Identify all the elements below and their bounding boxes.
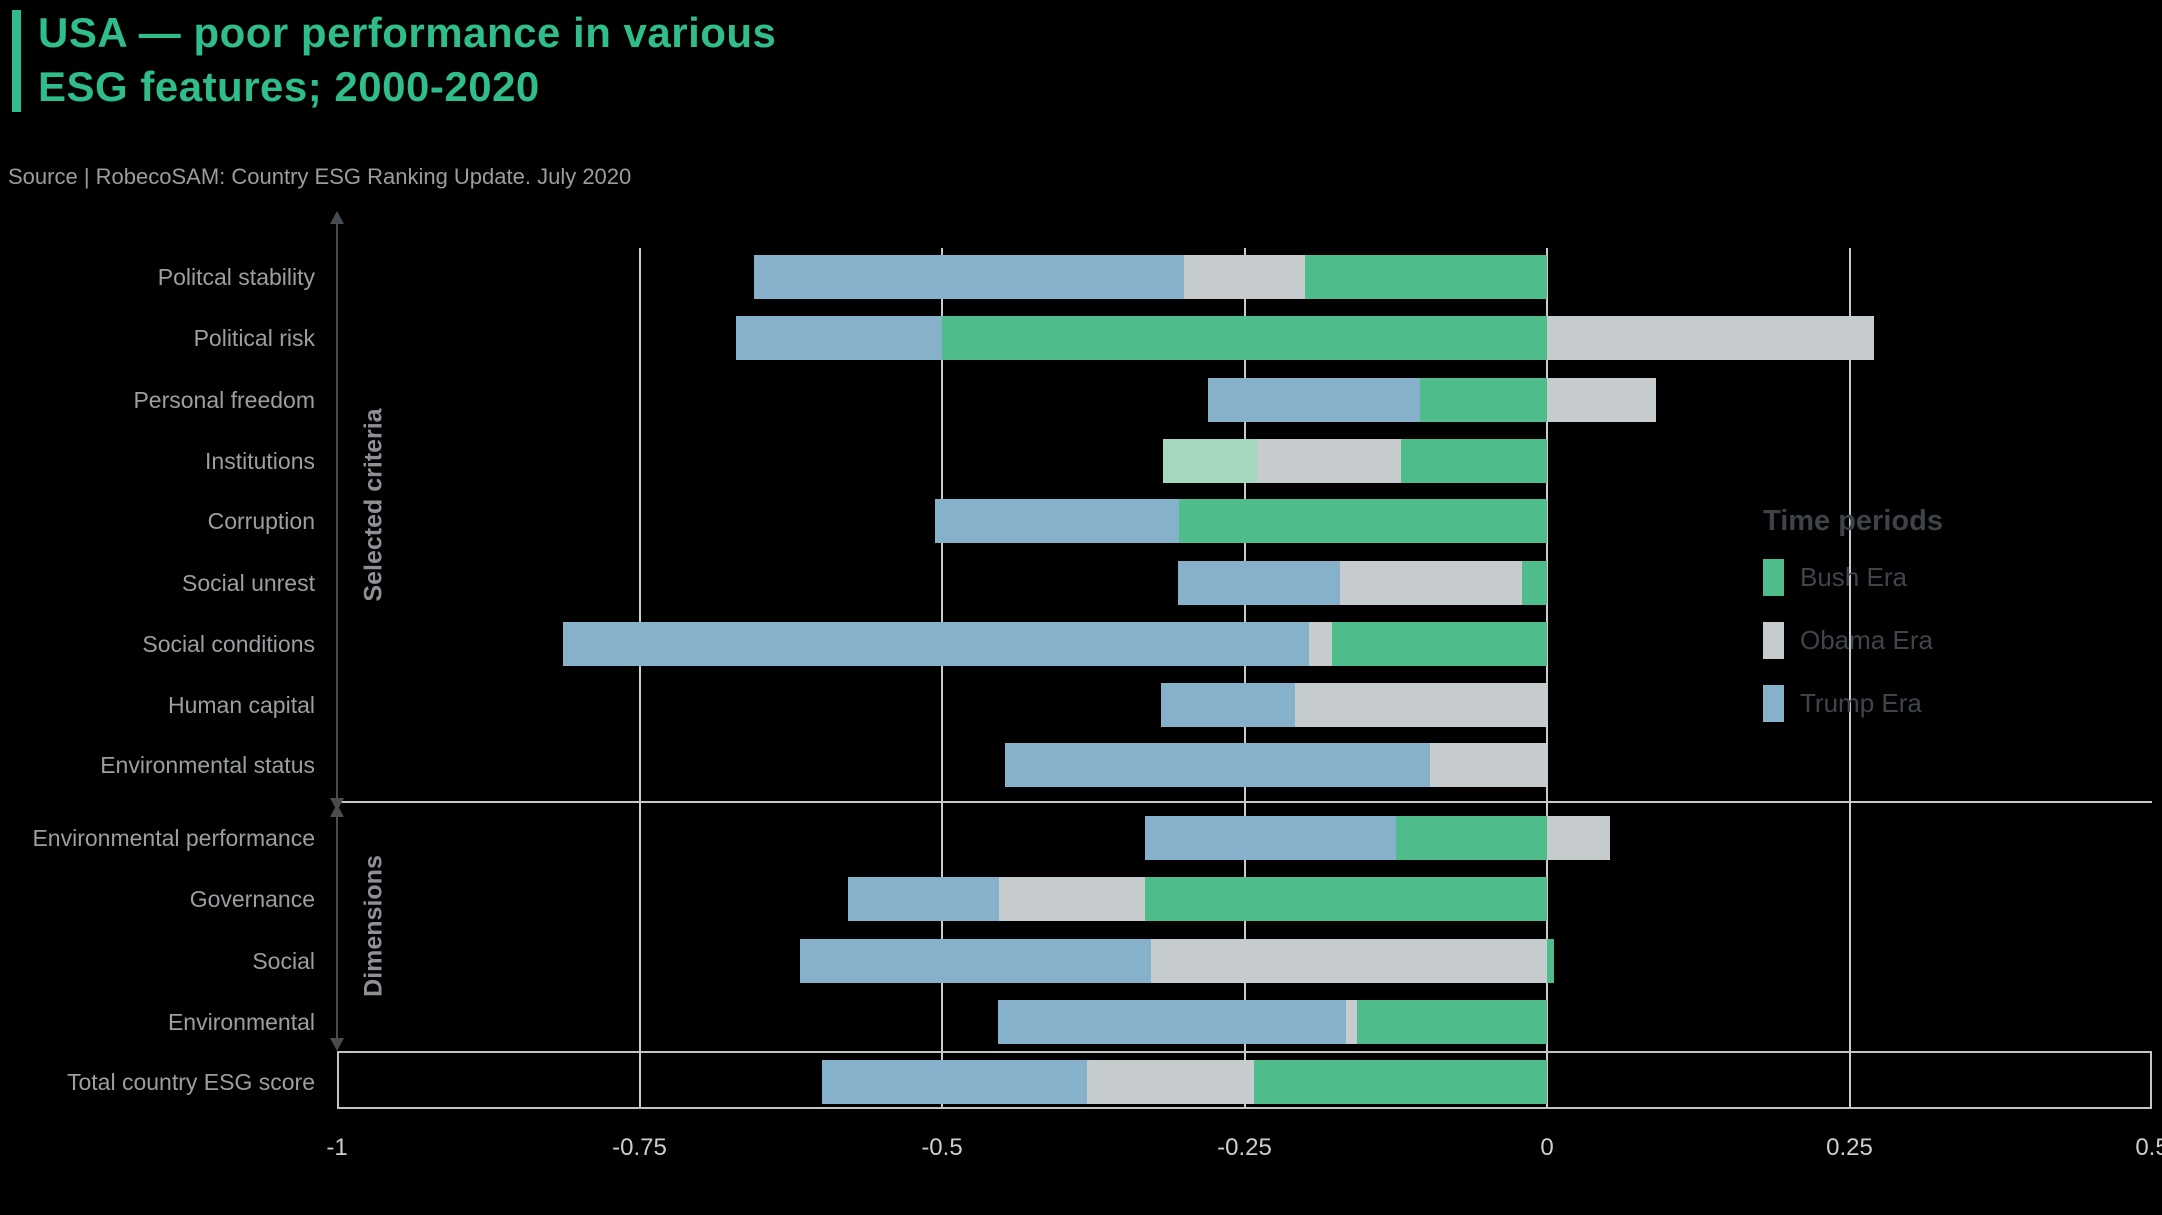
row-label: Total country ESG score (67, 1069, 315, 1095)
legend-item-label: Bush Era (1800, 561, 1907, 592)
row-label: Social (252, 948, 315, 974)
bar-segment (1087, 1060, 1255, 1104)
row-label: Environmental status (100, 752, 315, 778)
bar-segment (1151, 939, 1547, 983)
bar-segment (1395, 816, 1547, 860)
x-tick-label: -0.25 (1217, 1134, 1272, 1161)
page-title-line2: ESG features; 2000-2020 (38, 63, 540, 110)
row-label: Environmental (167, 1009, 315, 1035)
bar-segment (1179, 499, 1547, 543)
bar-segment (1295, 683, 1547, 727)
bar-segment (1308, 622, 1332, 666)
legend-swatch-icon (1763, 558, 1784, 596)
row-label: Environmental performance (32, 825, 315, 851)
bar-segment (1254, 1060, 1547, 1104)
gridline (1848, 248, 1851, 1107)
bar-segment (1340, 561, 1522, 605)
bar-segment (998, 877, 1146, 921)
bar-segment (934, 499, 1180, 543)
bar-segment (1145, 877, 1547, 921)
legend-item-label: Trump Era (1800, 687, 1922, 718)
page-title: USA — poor performance in various ESG fe… (38, 6, 776, 114)
gridline (638, 248, 641, 1107)
legend-item: Bush Era (1763, 558, 1933, 596)
bar-segment (1547, 939, 1555, 983)
bar-segment (1184, 255, 1305, 299)
gridline (1243, 248, 1246, 1107)
legend-swatch-icon (1763, 684, 1784, 722)
x-tick-label: -1 (326, 1134, 348, 1161)
x-axis-line (337, 1107, 2152, 1109)
bar-segment (1419, 378, 1547, 422)
bar-segment (847, 877, 999, 921)
bar-segment (736, 316, 942, 360)
x-tick-label: 0.25 (1826, 1134, 1873, 1161)
bar-segment (1547, 316, 1874, 360)
bar-segment (1400, 439, 1547, 483)
bar-segment (942, 316, 1547, 360)
arrow-up-icon (330, 804, 344, 817)
x-tick-label: 0.5 (2135, 1134, 2162, 1161)
bar-segment (754, 255, 1184, 299)
row-label: Social conditions (142, 631, 315, 657)
row-label: Personal freedom (133, 387, 315, 413)
group-label-selected-criteria: Selected criteria (359, 408, 388, 602)
gridline (1546, 248, 1548, 1107)
bar-segment (822, 1060, 1088, 1104)
bar-segment (563, 622, 1309, 666)
gridline (941, 248, 943, 1107)
legend-title: Time periods (1763, 505, 1943, 537)
legend-swatch-icon (1763, 621, 1784, 659)
bar-segment (1256, 439, 1401, 483)
row-label: Social unrest (182, 570, 315, 596)
total-row-frame (337, 1051, 2152, 1107)
bar-segment (1429, 743, 1547, 787)
row-label: Politcal stability (157, 264, 315, 290)
arrow-up-icon (330, 211, 344, 224)
bar-segment (800, 939, 1152, 983)
title-accent-bar (12, 10, 21, 112)
bar-segment (1004, 743, 1430, 787)
row-label: Institutions (205, 448, 315, 474)
bar-segment (1547, 816, 1610, 860)
row-label: Human capital (167, 692, 315, 718)
group-label-dimensions: Dimensions (359, 855, 388, 997)
legend: Bush Era Obama Era Trump Era (1763, 558, 1933, 747)
bar-segment (1305, 255, 1547, 299)
row-label: Governance (189, 886, 315, 912)
bar-segment (1177, 561, 1341, 605)
panel-separator-criteria-dimensions (337, 801, 2152, 803)
bar-segment (1145, 816, 1396, 860)
selected-criteria-arrow-line (336, 224, 338, 798)
x-tick-label: -0.5 (921, 1134, 963, 1161)
arrow-down-icon (330, 1038, 344, 1051)
bar-segment (997, 1000, 1347, 1044)
x-tick-label: -0.75 (612, 1134, 667, 1161)
bar-segment (1521, 561, 1547, 605)
row-label: Political risk (193, 325, 315, 351)
bar-segment (1163, 439, 1257, 483)
bar-segment (1161, 683, 1296, 727)
bar-segment (1331, 622, 1547, 666)
source-note: Source | RobecoSAM: Country ESG Ranking … (8, 164, 632, 189)
bar-segment (1208, 378, 1420, 422)
legend-item-label: Obama Era (1800, 624, 1933, 655)
x-tick-label: 0 (1540, 1134, 1554, 1161)
legend-item: Obama Era (1763, 621, 1933, 659)
page-title-line1: USA — poor performance in various (38, 9, 777, 56)
bar-segment (1547, 378, 1656, 422)
row-label: Corruption (207, 508, 315, 534)
dimensions-arrow-line (336, 817, 338, 1038)
bar-segment (1346, 1000, 1357, 1044)
bar-segment (1357, 1000, 1547, 1044)
legend-item: Trump Era (1763, 684, 1933, 722)
